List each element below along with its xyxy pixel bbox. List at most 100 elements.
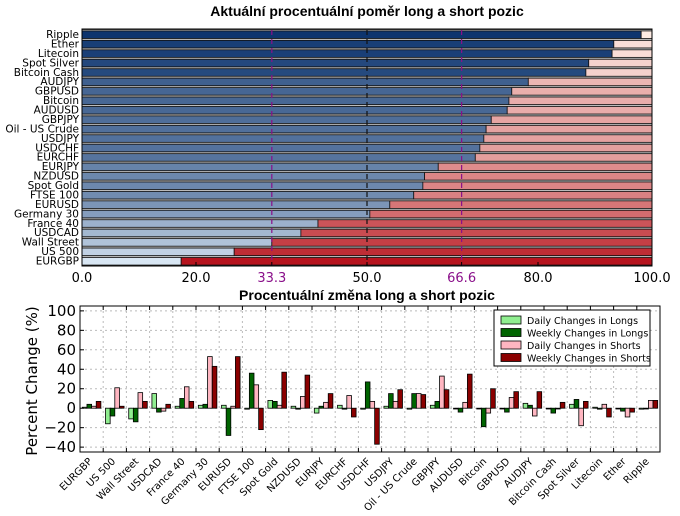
category-label: GBPJPY <box>42 114 80 126</box>
short-bar-bitcoin <box>508 96 653 105</box>
short-bar-bitcoin-cash <box>585 68 653 77</box>
x-tick-label: 0.0 <box>72 271 93 286</box>
bottom-chart-y-axis-label: Percent Change (%) <box>23 306 41 455</box>
daily-changes-in-shorts-bar-nzdusd <box>299 396 306 409</box>
daily-changes-in-shorts-bar-usdjpy <box>392 400 399 409</box>
long-bar-wall-street <box>81 238 273 247</box>
weekly-changes-in-longs-bar-us-500 <box>109 407 116 417</box>
weekly-changes-in-longs-bar-ripple <box>643 407 649 410</box>
short-bar-usdchf <box>479 143 653 153</box>
weekly-changes-in-shorts-bar-france-40 <box>188 400 195 409</box>
weekly-changes-in-longs-bar-audusd <box>457 407 464 413</box>
daily-changes-in-shorts-bar-usdchf <box>369 400 376 409</box>
category-label: Spot Gold <box>28 180 79 192</box>
category-label: EURCHF <box>37 152 79 164</box>
category-label: USDJPY <box>41 133 80 145</box>
daily-changes-in-shorts-bar-litecoin <box>601 403 608 409</box>
category-label: US 500 <box>41 246 79 258</box>
short-bar-usdcad <box>300 228 653 238</box>
daily-changes-in-longs-bar-wall-street <box>128 407 134 420</box>
weekly-changes-in-shorts-bar-eurgbp <box>95 400 102 409</box>
short-bar-audjpy <box>527 77 653 87</box>
daily-changes-in-shorts-bar-gbpjpy <box>439 375 445 409</box>
short-bar-ftse-100 <box>413 191 653 200</box>
long-bar-nzdusd <box>81 172 425 181</box>
short-bar-gbpjpy <box>490 115 653 124</box>
legend-swatch-weekly-changes-in-shorts <box>500 353 522 362</box>
y-tick-label: 40 <box>57 360 76 378</box>
category-label: AUDJPY <box>40 76 79 88</box>
weekly-changes-in-shorts-bar-ripple <box>652 400 659 409</box>
short-bar-spot-gold <box>422 181 653 190</box>
daily-changes-in-shorts-bar-audjpy <box>532 407 538 417</box>
legend-swatch-daily-changes-in-shorts <box>500 340 522 350</box>
weekly-changes-in-shorts-bar-usdcad <box>165 403 171 409</box>
bottom-chart-bars <box>81 356 659 445</box>
daily-changes-in-shorts-bar-france-40 <box>183 386 190 409</box>
y-tick-label: 80 <box>57 321 76 339</box>
category-label: EURJPY <box>42 161 80 173</box>
daily-changes-in-longs-bar-bitcoin <box>476 407 482 410</box>
daily-changes-in-longs-bar-eurchf <box>337 404 343 409</box>
category-label: Bitcoin Cash <box>14 67 79 79</box>
top-chart-title: Aktuální procentuální poměr long a short… <box>210 3 524 19</box>
long-bar-audusd <box>81 106 508 115</box>
category-label: AUDUSD <box>34 105 79 117</box>
weekly-changes-in-shorts-bar-gbpusd <box>513 391 519 409</box>
long-bar-ftse-100 <box>81 191 415 200</box>
weekly-changes-in-longs-bar-usdchf <box>364 381 371 409</box>
short-bar-litecoin <box>611 49 653 58</box>
x-tick-label: 100.0 <box>633 271 670 286</box>
long-bar-spot-gold <box>81 181 424 190</box>
weekly-changes-in-shorts-bar-nzdusd <box>304 374 311 409</box>
legend-label: Daily Changes in Shorts <box>527 341 641 352</box>
y-tick-label: 60 <box>57 341 76 359</box>
long-bar-spot-silver <box>81 58 590 68</box>
short-bar-nzdusd <box>424 172 653 181</box>
category-label: NZDUSD <box>33 171 79 183</box>
daily-changes-in-longs-bar-usdjpy <box>383 405 389 409</box>
daily-changes-in-shorts-bar-eurchf <box>346 395 352 409</box>
daily-changes-in-longs-bar-france-40 <box>174 405 181 409</box>
bottom-chart-title: Procentuální změna long a short pozic <box>239 287 495 303</box>
short-bar-eurusd <box>389 200 653 209</box>
long-bar-ripple <box>81 30 642 39</box>
weekly-changes-in-longs-bar-spot-silver <box>573 399 580 409</box>
category-label: Oil - US Crude <box>5 123 79 135</box>
weekly-changes-in-longs-bar-germany-30 <box>202 403 209 409</box>
daily-changes-in-shorts-bar-ripple <box>648 400 654 409</box>
category-label: USDCAD <box>34 227 79 239</box>
y-tick-label: −40 <box>44 438 76 456</box>
category-label: FTSE 100 <box>30 189 79 201</box>
daily-changes-in-shorts-bar-bitcoin <box>485 407 492 414</box>
short-bar-us-500 <box>233 247 653 257</box>
long-bar-eurusd <box>81 200 391 209</box>
long-bar-eurjpy <box>81 162 439 172</box>
category-label: EURUSD <box>35 199 79 211</box>
daily-changes-in-longs-bar-ripple <box>638 407 645 410</box>
weekly-changes-in-longs-bar-bitcoin <box>480 407 487 428</box>
weekly-changes-in-shorts-bar-audjpy <box>536 391 543 409</box>
weekly-changes-in-shorts-bar-spot-gold <box>281 371 287 409</box>
daily-changes-in-longs-bar-germany-30 <box>197 404 204 409</box>
daily-changes-in-shorts-bar-bitcoin-cash <box>555 407 561 410</box>
x-tick-label: 80.0 <box>524 271 553 286</box>
category-label: EURGBP <box>58 456 95 493</box>
y-tick-label: 0 <box>66 399 76 417</box>
weekly-changes-in-shorts-bar-spot-silver <box>583 400 589 409</box>
weekly-changes-in-shorts-bar-wall-street <box>142 400 148 409</box>
weekly-changes-in-longs-bar-audjpy <box>527 404 533 409</box>
long-bar-oil-us-crude <box>81 124 487 134</box>
weekly-changes-in-longs-bar-litecoin <box>596 407 603 410</box>
daily-changes-in-longs-bar-usdchf <box>360 407 366 410</box>
daily-changes-in-longs-bar-nzdusd <box>290 405 297 409</box>
weekly-changes-in-longs-bar-france-40 <box>179 398 185 409</box>
weekly-changes-in-longs-bar-bitcoin-cash <box>550 407 557 414</box>
daily-changes-in-longs-bar-gbpjpy <box>429 404 436 409</box>
weekly-changes-in-shorts-bar-usdchf <box>374 407 380 445</box>
long-bar-us-500 <box>81 247 235 257</box>
top-chart-bars <box>81 29 653 266</box>
long-bar-germany-30 <box>81 209 371 219</box>
long-bar-ether <box>81 39 615 49</box>
